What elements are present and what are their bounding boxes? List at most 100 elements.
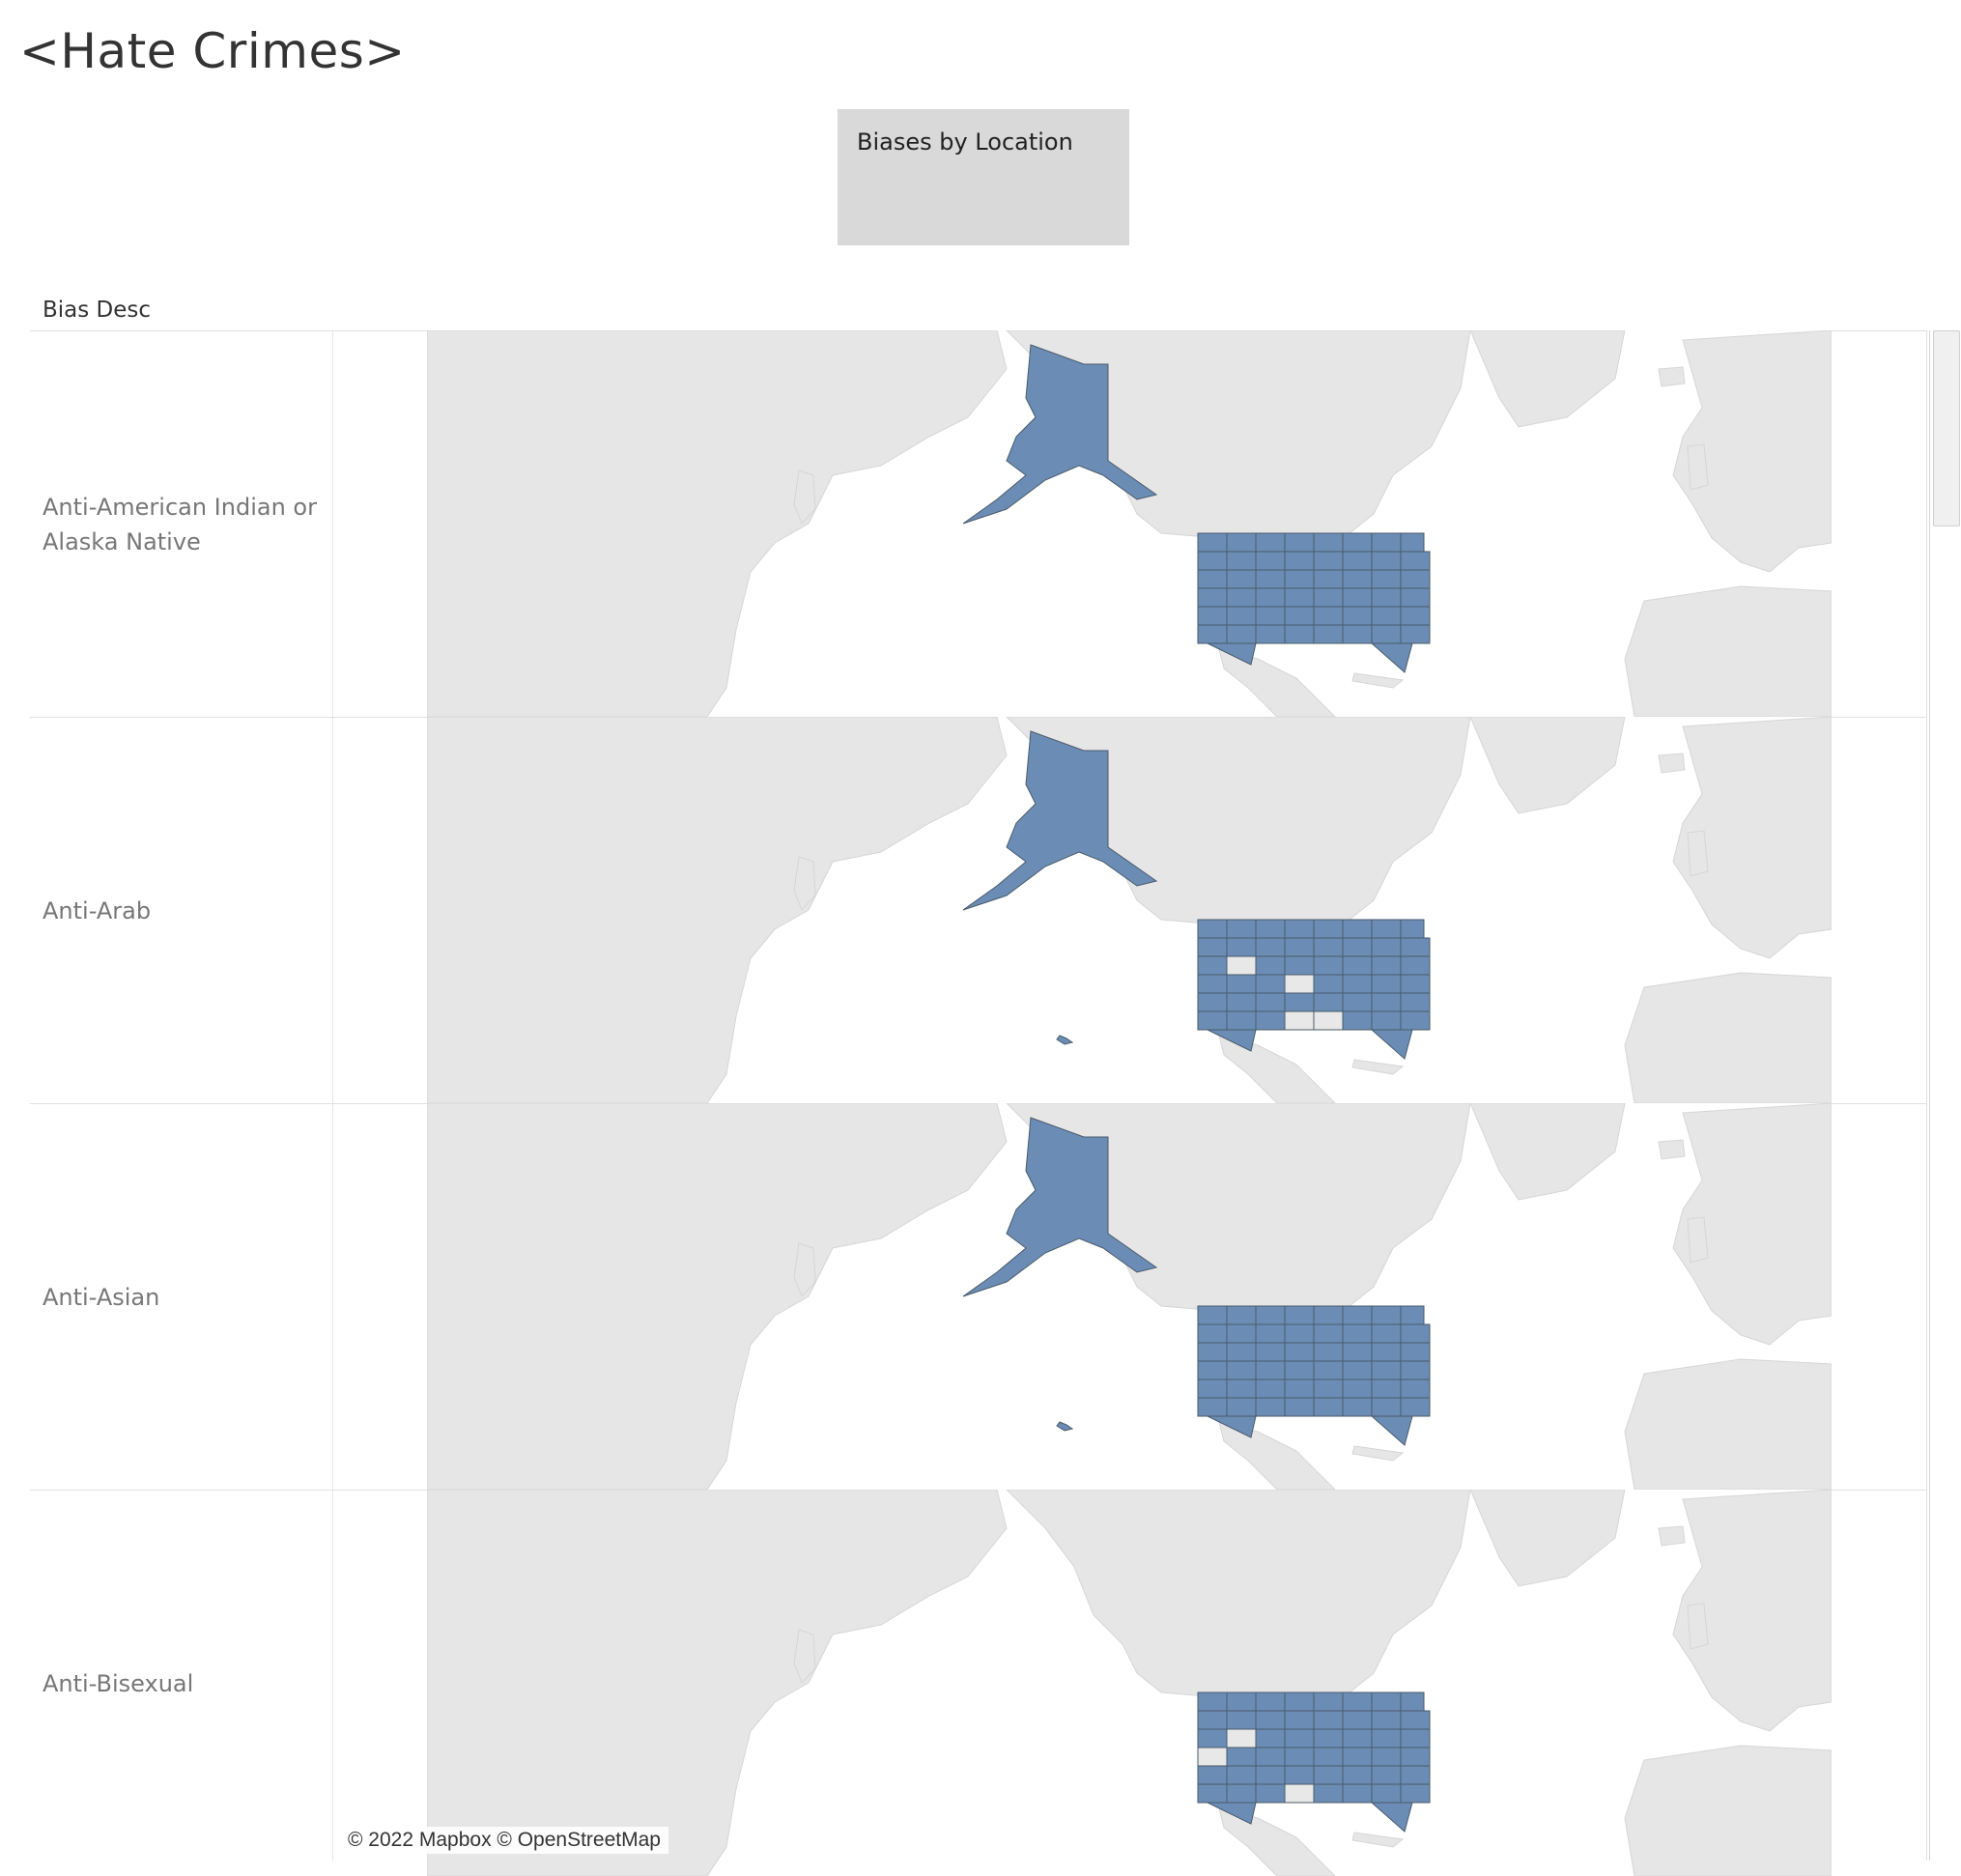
state-vt[interactable] — [1371, 1305, 1402, 1325]
state-az[interactable] — [1197, 606, 1228, 626]
state-ct[interactable] — [1400, 569, 1431, 589]
state-tn[interactable] — [1313, 1765, 1344, 1785]
state-pa[interactable] — [1342, 1342, 1373, 1362]
map-anti-asian[interactable] — [427, 1103, 1832, 1490]
state-tx[interactable] — [1197, 1010, 1228, 1031]
state-ky[interactable] — [1313, 587, 1344, 608]
state-nm[interactable] — [1226, 992, 1257, 1012]
state-nc[interactable] — [1342, 1765, 1373, 1785]
state-nv[interactable] — [1197, 1360, 1228, 1380]
state-ky[interactable] — [1313, 974, 1344, 994]
state-la[interactable] — [1255, 1010, 1286, 1031]
state-va[interactable] — [1371, 1747, 1402, 1767]
state-ma[interactable] — [1400, 937, 1431, 957]
state-md[interactable] — [1400, 587, 1431, 608]
state-ky[interactable] — [1313, 1747, 1344, 1767]
state-md[interactable] — [1400, 1360, 1431, 1380]
state-fl[interactable] — [1400, 624, 1431, 644]
state-mi[interactable] — [1342, 1305, 1373, 1325]
state-tx[interactable] — [1197, 1397, 1228, 1417]
state-ut[interactable] — [1226, 1360, 1257, 1380]
state-tx[interactable] — [1197, 1783, 1228, 1804]
state-ne[interactable] — [1255, 1342, 1286, 1362]
state-ca[interactable] — [1197, 1342, 1228, 1362]
state-de[interactable] — [1400, 1379, 1431, 1399]
state-nd[interactable] — [1255, 1691, 1286, 1712]
state-fl-peninsula[interactable] — [1370, 1029, 1413, 1060]
state-nv[interactable] — [1197, 1747, 1228, 1767]
state-ct[interactable] — [1400, 955, 1431, 976]
state-ny[interactable] — [1371, 1323, 1402, 1344]
state-tx[interactable] — [1226, 1397, 1257, 1417]
state-mt[interactable] — [1226, 532, 1257, 553]
state-co[interactable] — [1255, 1360, 1286, 1380]
state-ks[interactable] — [1284, 1360, 1315, 1380]
state-la[interactable] — [1255, 1397, 1286, 1417]
state-ny[interactable] — [1371, 1710, 1402, 1730]
state-mt[interactable] — [1226, 1305, 1257, 1325]
state-tn[interactable] — [1313, 992, 1344, 1012]
state-wi[interactable] — [1313, 532, 1344, 553]
state-va[interactable] — [1371, 1360, 1402, 1380]
state-ca[interactable] — [1197, 1728, 1228, 1748]
state-mt[interactable] — [1226, 919, 1257, 939]
state-oh[interactable] — [1342, 1710, 1373, 1730]
state-oh[interactable] — [1342, 937, 1373, 957]
state-mi[interactable] — [1342, 919, 1373, 939]
state-sc[interactable] — [1371, 1379, 1402, 1399]
state-tn[interactable] — [1313, 606, 1344, 626]
map-anti-bisexual[interactable] — [427, 1490, 1832, 1876]
state-nm[interactable] — [1226, 606, 1257, 626]
state-sd[interactable] — [1255, 1710, 1286, 1730]
state-ga[interactable] — [1342, 1010, 1373, 1031]
state-ms[interactable] — [1284, 1397, 1315, 1417]
state-wy[interactable] — [1226, 569, 1257, 589]
state-la[interactable] — [1255, 1783, 1286, 1804]
state-fl-peninsula[interactable] — [1370, 1802, 1413, 1833]
state-or[interactable] — [1197, 1710, 1228, 1730]
state-ok[interactable] — [1255, 1379, 1286, 1399]
state-va[interactable] — [1371, 974, 1402, 994]
state-ut[interactable] — [1226, 587, 1257, 608]
state-vt[interactable] — [1371, 919, 1402, 939]
state-wa[interactable] — [1197, 919, 1228, 939]
state-ok[interactable] — [1255, 1765, 1286, 1785]
state-ne[interactable] — [1255, 955, 1286, 976]
state-al[interactable] — [1313, 1397, 1344, 1417]
state-wa[interactable] — [1197, 532, 1228, 553]
state-nm[interactable] — [1226, 1379, 1257, 1399]
state-in[interactable] — [1313, 955, 1344, 976]
state-ma[interactable] — [1400, 551, 1431, 571]
state-ne[interactable] — [1255, 1728, 1286, 1748]
state-nd[interactable] — [1255, 919, 1286, 939]
state-mo[interactable] — [1284, 569, 1315, 589]
state-fl-peninsula[interactable] — [1370, 642, 1413, 673]
state-sc[interactable] — [1371, 992, 1402, 1012]
state-nv[interactable] — [1197, 587, 1228, 608]
state-id[interactable] — [1226, 1710, 1257, 1730]
state-in[interactable] — [1313, 569, 1344, 589]
state-ak[interactable] — [962, 344, 1158, 525]
state-me[interactable] — [1400, 1691, 1425, 1712]
state-mn[interactable] — [1284, 532, 1315, 553]
state-la[interactable] — [1255, 624, 1286, 644]
state-ny[interactable] — [1371, 937, 1402, 957]
state-nc[interactable] — [1342, 992, 1373, 1012]
state-ky[interactable] — [1313, 1360, 1344, 1380]
state-me[interactable] — [1400, 532, 1425, 553]
map-anti-american-indian[interactable] — [427, 330, 1832, 717]
state-ma[interactable] — [1400, 1710, 1431, 1730]
state-fl[interactable] — [1371, 1397, 1402, 1417]
state-co[interactable] — [1255, 1747, 1286, 1767]
state-mo[interactable] — [1284, 1728, 1315, 1748]
vertical-scrollbar[interactable] — [1929, 330, 1961, 1861]
state-wy[interactable] — [1226, 1728, 1257, 1748]
state-wv[interactable] — [1342, 974, 1373, 994]
state-ks[interactable] — [1284, 1747, 1315, 1767]
state-fl[interactable] — [1371, 1010, 1402, 1031]
state-pa[interactable] — [1342, 569, 1373, 589]
state-ut[interactable] — [1226, 974, 1257, 994]
state-nd[interactable] — [1255, 1305, 1286, 1325]
state-ca[interactable] — [1197, 955, 1228, 976]
state-wv[interactable] — [1342, 587, 1373, 608]
